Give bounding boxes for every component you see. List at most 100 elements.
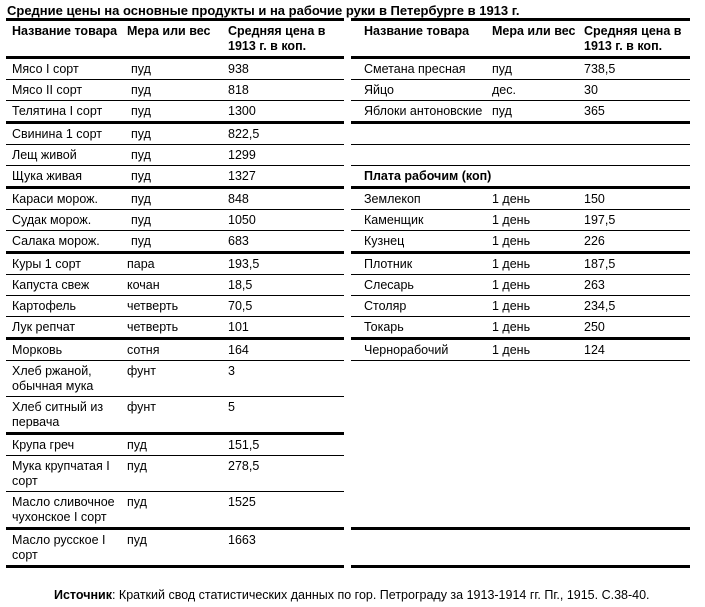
source-text: : Краткий свод статистических данных по … — [111, 588, 650, 602]
column-gap — [344, 317, 351, 340]
table-row: Караси морож. пуд 848 Землекоп 1 день 150 — [6, 189, 690, 210]
item-name: Хлеб ситный из первача — [6, 397, 127, 435]
item-measure-right: пуд — [492, 59, 584, 80]
item-measure-right: дес. — [492, 80, 584, 101]
item-price-right: 187,5 — [584, 254, 690, 275]
item-measure: четверть — [127, 317, 228, 340]
header-measure: Мера или вес — [127, 18, 228, 59]
item-name: Хлеб ржаной, обычная мука — [6, 361, 127, 397]
item-price-right: 197,5 — [584, 210, 690, 231]
item-price-right — [584, 397, 690, 435]
item-name-right: Столяр — [351, 296, 492, 317]
item-price: 278,5 — [228, 456, 344, 492]
item-price-right: 234,5 — [584, 296, 690, 317]
item-measure: пуд — [127, 231, 228, 254]
item-name-right — [351, 492, 492, 530]
item-measure: пуд — [127, 145, 228, 166]
item-price: 848 — [228, 189, 344, 210]
item-price-right — [584, 492, 690, 530]
item-price-right: 738,5 — [584, 59, 690, 80]
item-measure-right — [492, 166, 584, 189]
item-price-right — [584, 456, 690, 492]
table-row: Мясо I сорт пуд 938 Сметана пресная пуд 738,5 — [6, 59, 690, 80]
item-price: 1663 — [228, 530, 344, 568]
source-label: Источник — [54, 588, 112, 602]
item-name: Капуста свеж — [6, 275, 127, 296]
item-name: Судак морож. — [6, 210, 127, 231]
item-measure: фунт — [127, 397, 228, 435]
item-price-right — [584, 145, 690, 166]
prices-table: Название товара Мера или вес Средняя цен… — [6, 18, 690, 568]
item-measure-right: 1 день — [492, 254, 584, 275]
item-price-right: 365 — [584, 101, 690, 124]
item-name: Лук репчат — [6, 317, 127, 340]
column-gap — [344, 18, 351, 59]
item-name-right: Кузнец — [351, 231, 492, 254]
table-row: Картофель четверть 70,5 Столяр 1 день 234,5 — [6, 296, 690, 317]
column-gap — [344, 231, 351, 254]
item-price-right: 250 — [584, 317, 690, 340]
item-name: Куры 1 сорт — [6, 254, 127, 275]
item-price: 5 — [228, 397, 344, 435]
item-measure: пуд — [127, 124, 228, 145]
item-measure-right: 1 день — [492, 296, 584, 317]
table-header-row: Название товара Мера или вес Средняя цен… — [6, 18, 690, 59]
item-name-right — [351, 145, 492, 166]
item-name: Телятина I сорт — [6, 101, 127, 124]
table-row: Морковь сотня 164 Чернорабочий 1 день 124 — [6, 340, 690, 361]
item-measure-right — [492, 361, 584, 397]
column-gap — [344, 435, 351, 456]
table-row: Лук репчат четверть 101 Токарь 1 день 250 — [6, 317, 690, 340]
item-measure: кочан — [127, 275, 228, 296]
item-measure: пуд — [127, 210, 228, 231]
item-measure-right — [492, 435, 584, 456]
item-price: 164 — [228, 340, 344, 361]
source-note: Источник: Краткий свод статистических да… — [54, 588, 650, 602]
table-row: Мясо II сорт пуд 818 Яйцо дес. 30 — [6, 80, 690, 101]
item-measure: пуд — [127, 59, 228, 80]
table-row: Щука живая пуд 1327 Плата рабочим (коп) — [6, 166, 690, 189]
column-gap — [344, 296, 351, 317]
item-measure-right: пуд — [492, 101, 584, 124]
item-price: 193,5 — [228, 254, 344, 275]
item-name-right — [351, 361, 492, 397]
item-name: Картофель — [6, 296, 127, 317]
item-price-right: 124 — [584, 340, 690, 361]
column-gap — [344, 101, 351, 124]
item-measure-right: 1 день — [492, 231, 584, 254]
item-price: 151,5 — [228, 435, 344, 456]
item-measure: фунт — [127, 361, 228, 397]
item-name-right — [351, 456, 492, 492]
item-measure: пара — [127, 254, 228, 275]
item-name-right — [351, 124, 492, 145]
column-gap — [344, 210, 351, 231]
item-measure-right — [492, 397, 584, 435]
column-gap — [344, 492, 351, 530]
item-measure: пуд — [127, 166, 228, 189]
item-name-right: Яблоки антоновские — [351, 101, 492, 124]
item-price: 3 — [228, 361, 344, 397]
item-measure-right — [492, 530, 584, 568]
item-measure-right — [492, 492, 584, 530]
column-gap — [344, 361, 351, 397]
item-name: Щука живая — [6, 166, 127, 189]
column-gap — [344, 80, 351, 101]
column-gap — [344, 254, 351, 275]
table-row: Свинина 1 сорт пуд 822,5 — [6, 124, 690, 145]
item-name-right: Чернорабочий — [351, 340, 492, 361]
column-gap — [344, 340, 351, 361]
table-row: Салака морож. пуд 683 Кузнец 1 день 226 — [6, 231, 690, 254]
header-measure-right: Мера или вес — [492, 18, 584, 59]
header-name-right: Название товара — [351, 18, 492, 59]
column-gap — [344, 124, 351, 145]
item-price: 18,5 — [228, 275, 344, 296]
item-name-right: Землекоп — [351, 189, 492, 210]
section-heading-wages: Плата рабочим (коп) — [351, 166, 492, 189]
item-measure: пуд — [127, 80, 228, 101]
item-measure-right — [492, 124, 584, 145]
table-row: Мука крупчатая I сорт пуд 278,5 — [6, 456, 690, 492]
item-name: Свинина 1 сорт — [6, 124, 127, 145]
item-price-right — [584, 435, 690, 456]
item-measure: пуд — [127, 101, 228, 124]
